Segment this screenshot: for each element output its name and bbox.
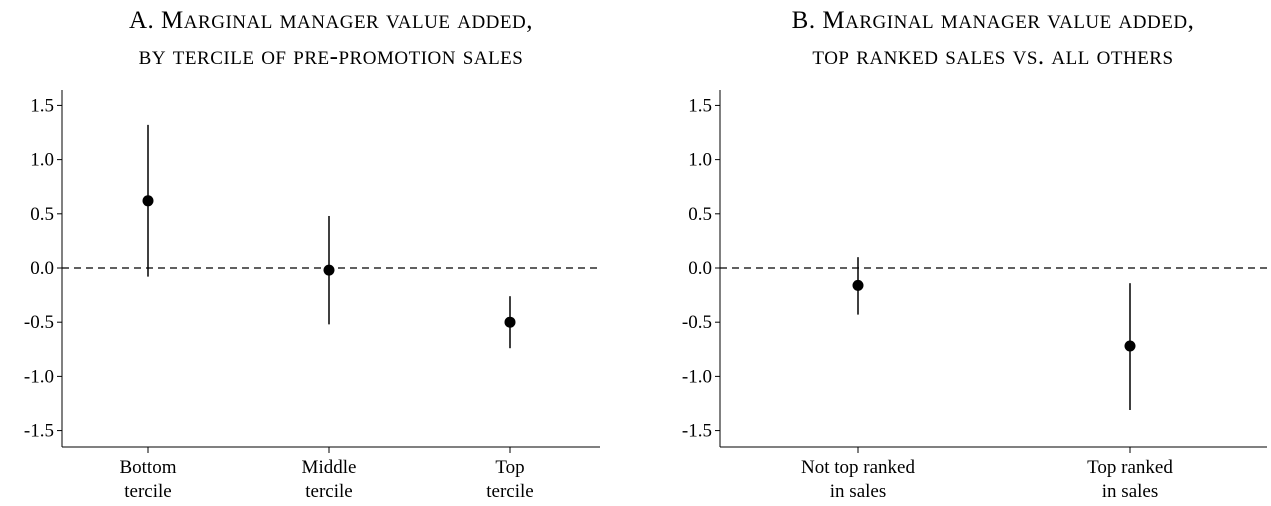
chart-panel-b: B. MARGINAL MANAGER VALUE ADDED, TOP RANK… <box>682 7 1267 502</box>
x-tick-label: in sales <box>1102 481 1158 502</box>
x-tick-label: tercile <box>486 481 533 502</box>
point-estimate-marker <box>852 279 864 291</box>
x-tick-label: Middle <box>302 457 357 478</box>
point-estimate-marker <box>504 316 516 328</box>
y-tick-label: -0.5 <box>682 312 712 333</box>
point-estimate-marker <box>1124 340 1136 352</box>
chart-title-line1: A. MARGINAL MANAGER VALUE ADDED, <box>129 7 533 34</box>
y-tick-label: 0.5 <box>688 204 712 225</box>
y-tick-label: 1.5 <box>688 95 712 116</box>
chart-title-line1: B. MARGINAL MANAGER VALUE ADDED, <box>792 7 1195 34</box>
y-tick-label: 1.0 <box>688 150 712 171</box>
x-tick-label: Top <box>495 457 524 478</box>
x-tick-label: Bottom <box>119 457 176 478</box>
x-tick-label: tercile <box>124 481 171 502</box>
y-tick-label: -1.0 <box>682 366 712 387</box>
y-tick-label: -1.5 <box>682 421 712 442</box>
point-estimate-marker <box>142 195 154 207</box>
x-tick-label: tercile <box>305 481 352 502</box>
chart-panel-a: A. MARGINAL MANAGER VALUE ADDED, BY TERCI… <box>24 7 600 502</box>
y-tick-label: -0.5 <box>24 312 54 333</box>
chart-title-line2: TOP RANKED SALES VS. ALL OTHERS <box>812 43 1173 70</box>
y-tick-label: 0.0 <box>688 258 712 279</box>
point-estimate-marker <box>323 264 335 276</box>
y-tick-label: 1.0 <box>30 150 54 171</box>
x-tick-label: Top ranked <box>1087 457 1173 478</box>
y-tick-label: 1.5 <box>30 95 54 116</box>
y-tick-label: -1.5 <box>24 421 54 442</box>
y-tick-label: -1.0 <box>24 366 54 387</box>
x-tick-label: Not top ranked <box>801 457 915 478</box>
y-tick-label: 0.5 <box>30 204 54 225</box>
x-tick-label: in sales <box>830 481 886 502</box>
y-tick-label: 0.0 <box>30 258 54 279</box>
chart-title-line2: BY TERCILE OF PRE-PROMOTION SALES <box>139 43 524 70</box>
